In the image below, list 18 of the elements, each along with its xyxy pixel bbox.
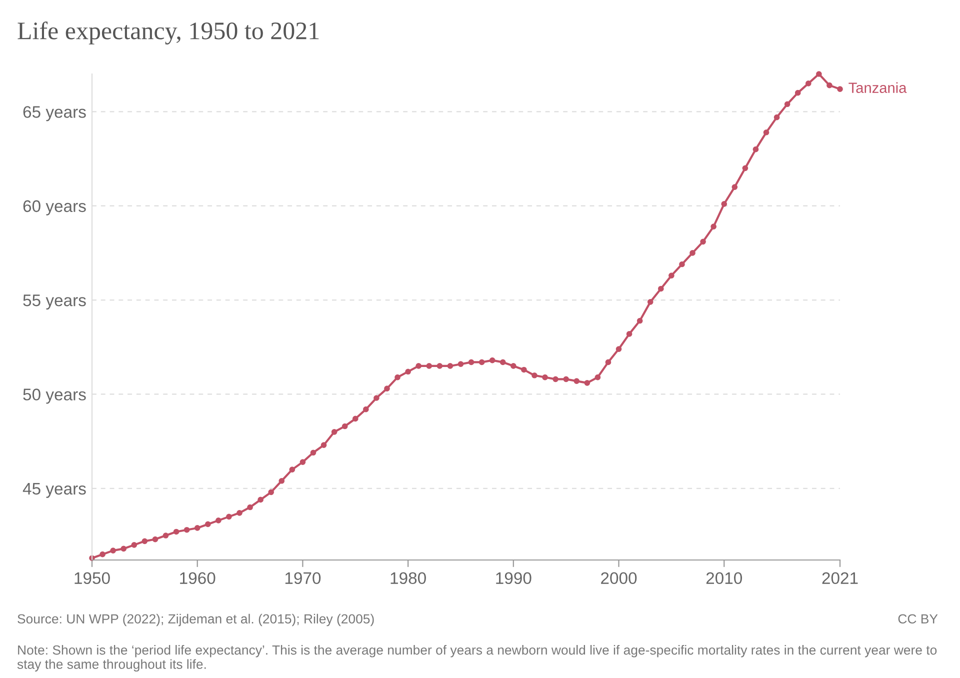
text: CC BY bbox=[898, 614, 938, 624]
x-tick-label: 2021 bbox=[822, 572, 858, 584]
y-tick-label: 65 years bbox=[23, 106, 86, 122]
y-tick-label: 50 years bbox=[23, 388, 86, 404]
chart-title: Life expectancy, 1950 to 2021 bbox=[18, 22, 319, 44]
x-tick-label: 1980 bbox=[390, 572, 426, 584]
x-tick-label: 2000 bbox=[601, 572, 637, 584]
x-tick-label: 1970 bbox=[285, 572, 321, 584]
source-note: Source: UN WPP (2022); Zijdeman et al. (2015); Riley (2005) bbox=[18, 614, 374, 626]
x-tick-label: 1960 bbox=[180, 572, 216, 584]
series-label: Tanzania bbox=[848, 82, 907, 93]
x-tick-label: 1950 bbox=[74, 572, 110, 584]
y-tick-label: 60 years bbox=[23, 200, 86, 216]
y-tick-label: 45 years bbox=[22, 482, 86, 498]
x-tick-label: 2010 bbox=[706, 572, 742, 584]
text: Note: Shown is the ‘period life expectancy’. This is the average number of years a newborn would live if age-specific mortality rates in the current year were to stay the same throughout its life. bbox=[17, 645, 937, 672]
y-tick-label: 55 years bbox=[23, 294, 86, 310]
x-tick-label: 1990 bbox=[496, 572, 532, 584]
